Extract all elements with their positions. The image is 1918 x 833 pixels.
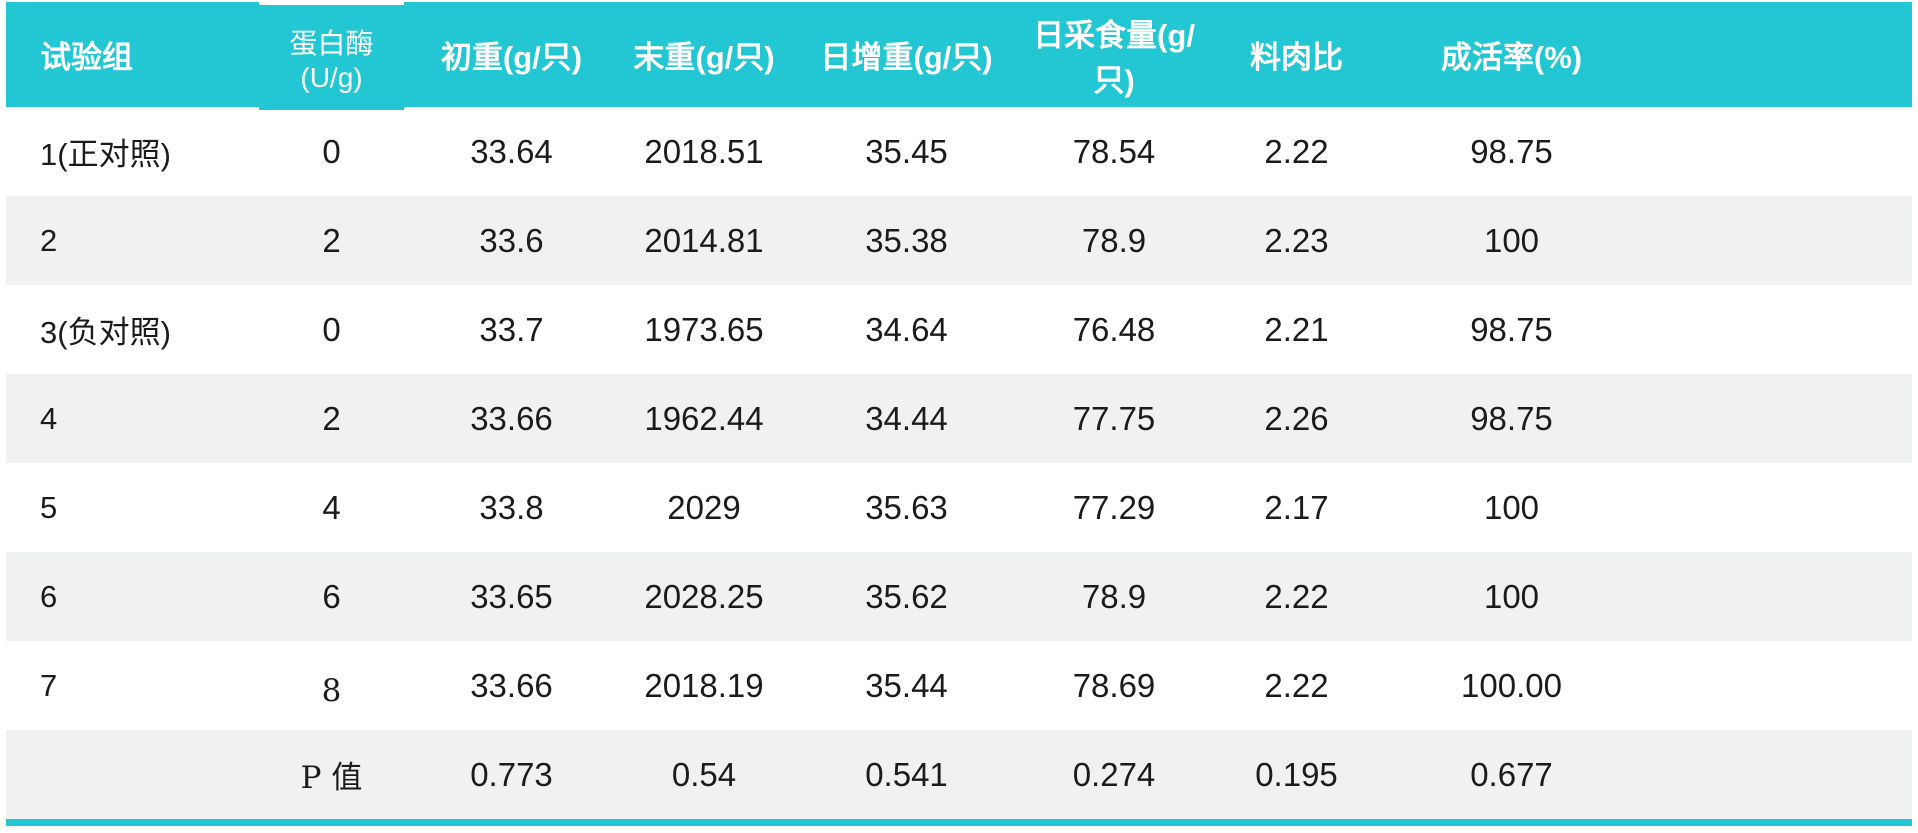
cell-r8-c7: 0.195 (1255, 755, 1338, 793)
cell-r6-c4: 2028.25 (644, 577, 764, 615)
results-table: 试验组 蛋白酶(U/g) 初重(g/只) 末重(g/只) 日增重(g/只) 日采食量(g/… (6, 2, 1912, 819)
table-row-5: 5 4 33.8 2029 35.63 77.29 2.17 100 (6, 463, 1912, 552)
cell-r2-filler (1634, 196, 1912, 285)
cell-r2-c2: 2 (322, 221, 341, 259)
cell-r6-c2: 6 (322, 577, 341, 615)
column-header-1: 试验组 (6, 2, 259, 107)
cell-r4-c6: 77.75 (1072, 399, 1156, 437)
cell-r1-c2: 0 (322, 132, 341, 170)
column-header-filler (1634, 2, 1912, 107)
cell-r4-filler (1634, 374, 1912, 463)
cell-r7-filler (1634, 641, 1912, 730)
table-row-3: 3(负对照) 0 33.7 1973.65 34.64 76.48 2.21 98.75 (6, 285, 1912, 374)
cell-r4-c8: 98.75 (1470, 399, 1553, 437)
cell-r4-c1: 4 (40, 400, 58, 436)
cell-r5-c4: 2029 (667, 488, 741, 526)
cell-r8-c4: 0.54 (671, 755, 737, 793)
cell-r6-c6: 78.9 (1081, 577, 1147, 615)
cell-r2-c5: 35.38 (865, 221, 948, 259)
cell-r6-c7: 2.22 (1264, 577, 1329, 615)
cell-r8-c5: 0.541 (865, 755, 948, 793)
cell-r4-c5: 34.44 (865, 399, 948, 437)
column-header-2: 蛋白酶(U/g) (259, 5, 404, 110)
cell-r1-c1: 1(正对照) (40, 137, 171, 172)
cell-r7-c3: 33.66 (470, 666, 553, 704)
cell-r1-c5: 35.45 (865, 132, 948, 170)
column-header-7: 料肉比 (1204, 2, 1389, 107)
column-header-3: 初重(g/只) (404, 2, 619, 107)
cell-r3-c1: 3(负对照) (40, 315, 171, 350)
cell-r2-c4: 2014.81 (644, 221, 764, 259)
cell-r7-c4: 2018.19 (644, 666, 764, 704)
cell-r3-c5: 34.64 (865, 310, 948, 348)
column-header-5: 日增重(g/只) (789, 2, 1024, 107)
cell-r5-filler (1634, 463, 1912, 552)
column-header-8: 成活率(%) (1389, 2, 1634, 107)
cell-r2-c1: 2 (40, 222, 58, 258)
cell-r8-c2: P 值 (300, 760, 363, 796)
cell-r6-c8: 100 (1483, 577, 1540, 615)
cell-r8-filler (1634, 730, 1912, 819)
cell-r7-c1: 7 (40, 667, 58, 703)
cell-r3-c7: 2.21 (1264, 310, 1329, 348)
cell-r3-c2: 0 (322, 310, 341, 348)
cell-r3-c8: 98.75 (1470, 310, 1553, 348)
cell-r3-c3: 33.7 (479, 310, 544, 348)
table-row-7: 7 8 33.66 2018.19 35.44 78.69 2.22 100.00 (6, 641, 1912, 730)
column-header-4: 末重(g/只) (619, 2, 789, 107)
table-row-2: 2 2 33.6 2014.81 35.38 78.9 2.23 100 (6, 196, 1912, 285)
cell-r5-c7: 2.17 (1264, 488, 1329, 526)
cell-r1-c8: 98.75 (1470, 132, 1553, 170)
cell-r2-c6: 78.9 (1081, 221, 1147, 259)
cell-r7-c7: 2.22 (1264, 666, 1329, 704)
table-row-8: P 值 0.773 0.54 0.541 0.274 0.195 0.677 (6, 730, 1912, 819)
cell-r6-filler (1634, 552, 1912, 641)
cell-r3-filler (1634, 285, 1912, 374)
cell-r5-c6: 77.29 (1072, 488, 1156, 526)
cell-r6-c3: 33.65 (470, 577, 553, 615)
column-header-6: 日采食量(g/只) (1024, 2, 1204, 107)
table-row-1: 1(正对照) 0 33.64 2018.51 35.45 78.54 2.22 98.75 (6, 107, 1912, 196)
cell-r8-c1 (6, 730, 259, 819)
cell-r3-c6: 76.48 (1072, 310, 1156, 348)
cell-r7-c2: 8 (321, 672, 342, 709)
cell-r8-c8: 0.677 (1470, 755, 1553, 793)
cell-r1-c6: 78.54 (1072, 132, 1156, 170)
cell-r2-c8: 100 (1483, 221, 1540, 259)
cell-r5-c3: 33.8 (479, 488, 544, 526)
cell-r4-c4: 1962.44 (644, 399, 764, 437)
cell-r2-c3: 33.6 (479, 221, 544, 259)
cell-r1-c4: 2018.51 (644, 132, 764, 170)
header-row: 试验组 蛋白酶(U/g) 初重(g/只) 末重(g/只) 日增重(g/只) 日采食量(g/… (6, 2, 1912, 110)
cell-r6-c5: 35.62 (865, 577, 948, 615)
cell-r8-c6: 0.274 (1072, 755, 1156, 793)
cell-r1-filler (1634, 107, 1912, 196)
table-header: 试验组 蛋白酶(U/g) 初重(g/只) 末重(g/只) 日增重(g/只) 日采食量(g/… (6, 2, 1912, 110)
cell-r1-c7: 2.22 (1264, 132, 1329, 170)
cell-r7-c6: 78.69 (1072, 666, 1156, 704)
cell-r4-c7: 2.26 (1264, 399, 1329, 437)
cell-r8-c3: 0.773 (470, 755, 553, 793)
table-bottom-rule (6, 819, 1912, 826)
table-row-4: 4 2 33.66 1962.44 34.44 77.75 2.26 98.75 (6, 374, 1912, 463)
cell-r7-c5: 35.44 (865, 666, 948, 704)
cell-r5-c2: 4 (322, 488, 341, 526)
cell-r5-c8: 100 (1483, 488, 1540, 526)
table-row-6: 6 6 33.65 2028.25 35.62 78.9 2.22 100 (6, 552, 1912, 641)
cell-r6-c1: 6 (40, 578, 58, 614)
cell-r7-c8: 100.00 (1461, 666, 1562, 704)
cell-r2-c7: 2.23 (1264, 221, 1329, 259)
cell-r4-c2: 2 (322, 399, 341, 437)
cell-r5-c5: 35.63 (865, 488, 948, 526)
cell-r5-c1: 5 (40, 489, 58, 525)
cell-r3-c4: 1973.65 (644, 310, 764, 348)
cell-r1-c3: 33.64 (470, 132, 553, 170)
table-body: 1(正对照) 0 33.64 2018.51 35.45 78.54 2.22 98.75 2 2… (6, 107, 1912, 819)
cell-r4-c3: 33.66 (470, 399, 553, 437)
